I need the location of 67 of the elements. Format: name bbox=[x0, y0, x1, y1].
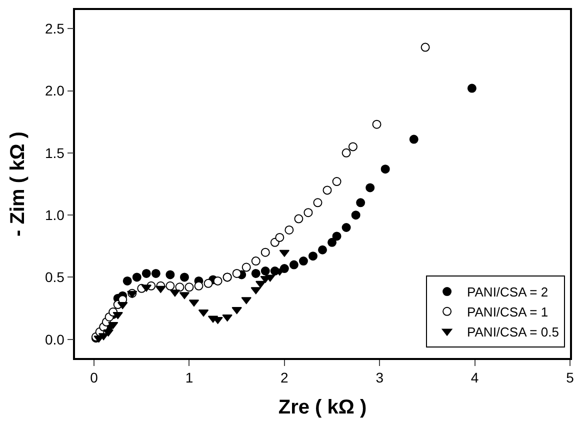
point bbox=[318, 245, 327, 254]
x-axis-title: Zre ( kΩ ) bbox=[278, 396, 367, 419]
point bbox=[232, 268, 242, 278]
point bbox=[328, 238, 337, 247]
point bbox=[175, 282, 184, 292]
point bbox=[298, 256, 308, 266]
point bbox=[289, 260, 298, 270]
y-tick-label: 1.5 bbox=[44, 144, 65, 161]
point bbox=[372, 120, 382, 129]
point bbox=[241, 297, 252, 304]
point bbox=[284, 225, 294, 234]
y-tick-label: 0.5 bbox=[44, 269, 65, 286]
legend-label: PANI/CSA = 0.5 bbox=[467, 324, 559, 340]
point bbox=[103, 329, 114, 336]
y-tick-label: 0.0 bbox=[44, 331, 65, 348]
legend-label: PANI/CSA = 1 bbox=[467, 304, 548, 320]
point bbox=[294, 214, 304, 224]
point bbox=[342, 148, 351, 158]
point bbox=[380, 164, 390, 174]
point bbox=[467, 84, 476, 93]
point bbox=[308, 252, 318, 261]
point bbox=[260, 266, 270, 276]
point bbox=[348, 142, 358, 152]
point bbox=[332, 177, 342, 186]
point bbox=[351, 210, 360, 220]
point bbox=[260, 248, 270, 257]
point bbox=[213, 276, 222, 286]
x-tick-label: 5 bbox=[566, 370, 574, 386]
point bbox=[265, 274, 276, 282]
point bbox=[342, 223, 351, 232]
point bbox=[194, 281, 204, 290]
x-tick-label: 1 bbox=[185, 370, 194, 386]
point bbox=[166, 270, 175, 280]
point bbox=[409, 134, 418, 144]
point bbox=[132, 272, 142, 282]
point bbox=[122, 276, 132, 286]
point bbox=[251, 256, 260, 266]
point bbox=[204, 278, 213, 288]
legend-label: PANI/CSA = 2 bbox=[467, 284, 548, 300]
point bbox=[304, 208, 313, 218]
y-tick-label: 2.0 bbox=[44, 82, 65, 99]
point bbox=[250, 287, 261, 294]
point bbox=[322, 186, 332, 195]
point bbox=[332, 232, 342, 241]
point bbox=[275, 232, 284, 242]
y-tick-label: 2.5 bbox=[44, 20, 65, 37]
point bbox=[166, 281, 175, 290]
y-tick-label: 1.0 bbox=[44, 206, 65, 223]
y-axis-title: - Zim ( kΩ ) bbox=[6, 132, 29, 236]
x-tick-label: 0 bbox=[90, 370, 98, 386]
point bbox=[151, 268, 160, 278]
point bbox=[420, 42, 430, 52]
point bbox=[222, 314, 232, 322]
point bbox=[232, 307, 242, 314]
point bbox=[156, 286, 166, 293]
point bbox=[356, 198, 366, 208]
x-tick-label: 4 bbox=[470, 370, 479, 386]
point bbox=[313, 198, 322, 208]
x-tick-label: 3 bbox=[376, 370, 384, 386]
point bbox=[366, 183, 375, 192]
point bbox=[142, 268, 151, 278]
point bbox=[251, 268, 260, 278]
point bbox=[184, 282, 194, 292]
x-tick-label: 2 bbox=[280, 370, 289, 386]
point bbox=[242, 262, 251, 272]
point bbox=[180, 272, 189, 282]
point bbox=[256, 280, 266, 288]
